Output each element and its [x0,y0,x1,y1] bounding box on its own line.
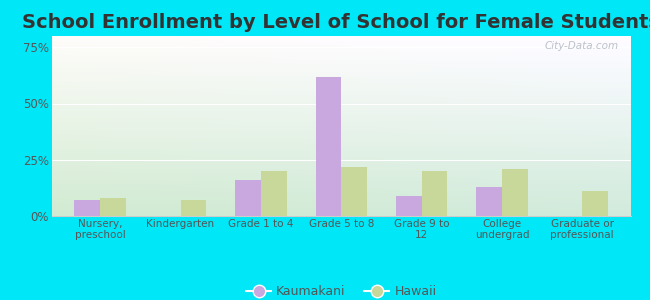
Bar [502,169,528,216]
Bar [476,187,502,216]
Bar [315,76,341,216]
Title: School Enrollment by Level of School for Female Students: School Enrollment by Level of School for… [22,13,650,32]
Bar [582,191,608,216]
Bar [261,171,287,216]
Bar [422,171,447,216]
Legend: Kaumakani, Hawaii: Kaumakani, Hawaii [241,280,441,300]
Bar [100,198,126,216]
Bar [341,167,367,216]
Bar [396,196,422,216]
Text: City-Data.com: City-Data.com [545,41,619,51]
Bar [235,180,261,216]
Bar [75,200,100,216]
Bar [181,200,206,216]
